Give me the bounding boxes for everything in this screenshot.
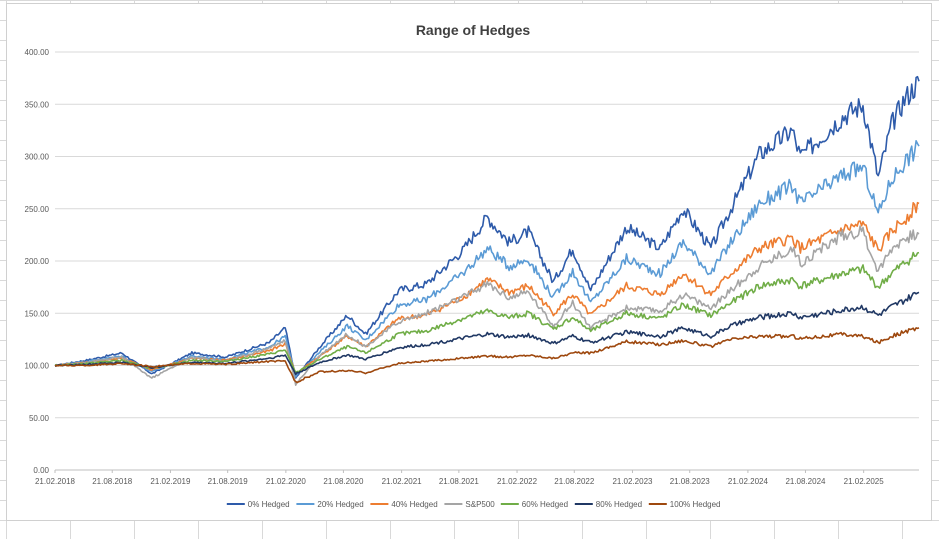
y-tick-label: 250.00 [25, 205, 50, 214]
x-tick-label: 21.08.2018 [92, 477, 133, 486]
x-tick-label: 21.02.2020 [266, 477, 307, 486]
x-tick-label: 21.02.2019 [150, 477, 191, 486]
series-line-60-hedged[interactable] [54, 251, 920, 374]
y-tick-label: 0.00 [33, 466, 49, 475]
legend: 0% Hedged 20% Hedged 40% Hedged S&P500 60% H… [226, 500, 721, 509]
x-tick-label: 21.02.2024 [728, 477, 769, 486]
x-tick-label: 21.02.2018 [35, 477, 76, 486]
legend-label: 60% Hedged [522, 500, 568, 509]
plot-series [54, 75, 920, 386]
x-tick-label: 21.02.2025 [844, 477, 885, 486]
y-tick-label: 400.00 [25, 48, 50, 57]
series-line-40-hedged[interactable] [54, 201, 920, 375]
y-tick-label: 200.00 [25, 257, 50, 266]
series-line-80-hedged[interactable] [54, 291, 920, 376]
x-tick-label: 21.08.2022 [554, 477, 595, 486]
chart-area[interactable]: Range of Hedges 0.00 50.00 100.00 150.00 200… [6, 3, 932, 521]
legend-label: 80% Hedged [596, 500, 642, 509]
x-tick-label: 21.02.2022 [497, 477, 538, 486]
legend-label: 100% Hedged [670, 500, 721, 509]
series-line-20-hedged[interactable] [54, 140, 920, 378]
gridlines [55, 51, 919, 471]
legend-label: 20% Hedged [317, 500, 363, 509]
y-tick-label: 50.00 [29, 414, 50, 423]
legend-label: 40% Hedged [391, 500, 437, 509]
x-tick-label: 21.08.2021 [439, 477, 480, 486]
y-axis: 0.00 50.00 100.00 150.00 200.00 250.00 300.00 3… [25, 48, 50, 475]
y-tick-label: 350.00 [25, 100, 50, 109]
x-axis: 21.02.2018 21.08.2018 21.02.2019 21.08.2019… [35, 470, 884, 486]
x-tick-label: 21.02.2023 [612, 477, 653, 486]
legend-label: 0% Hedged [248, 500, 290, 509]
y-tick-label: 300.00 [25, 153, 50, 162]
line-chart: Range of Hedges 0.00 50.00 100.00 150.00 200… [25, 22, 920, 509]
x-tick-label: 21.08.2019 [208, 477, 249, 486]
series-line-100-hedged[interactable] [54, 327, 920, 384]
chart-title: Range of Hedges [416, 22, 531, 38]
x-tick-label: 21.08.2024 [785, 477, 826, 486]
series-line-s-p500[interactable] [54, 225, 920, 386]
x-tick-label: 21.08.2023 [670, 477, 711, 486]
x-tick-label: 21.08.2020 [323, 477, 364, 486]
y-tick-label: 150.00 [25, 309, 50, 318]
legend-label: S&P500 [465, 500, 495, 509]
x-tick-label: 21.02.2021 [382, 477, 423, 486]
series-line-0-hedged[interactable] [54, 75, 920, 379]
y-tick-label: 100.00 [25, 362, 50, 371]
